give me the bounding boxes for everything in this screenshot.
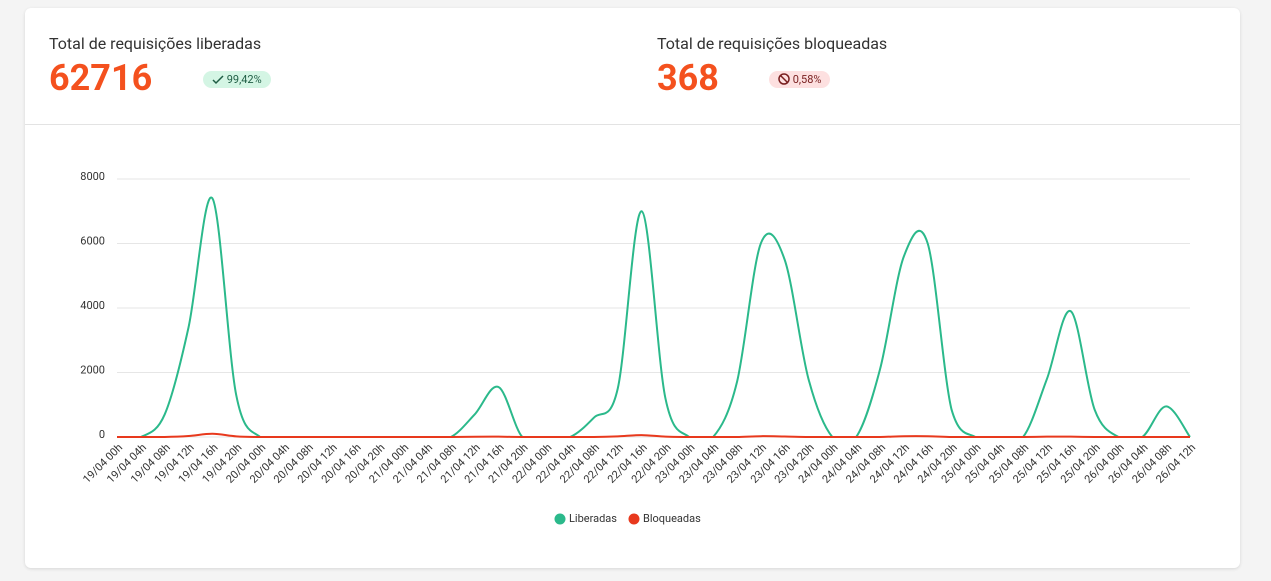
badge: 99,42%	[202, 71, 271, 89]
check-icon	[212, 75, 224, 85]
stat-blocked: Total de requisições bloqueadas 368 0,58…	[657, 34, 887, 99]
legend-marker	[628, 513, 640, 525]
line	[117, 196, 1191, 438]
y-tick-label: 6000	[80, 234, 105, 247]
y-tick-label: 2000	[80, 363, 105, 376]
badge-text: 99,42%	[226, 73, 262, 87]
badge: 0,58%	[768, 71, 831, 89]
legend-marker	[554, 513, 566, 525]
divider	[25, 124, 1240, 125]
stat-value: 62716	[49, 57, 153, 99]
y-tick-label: 4000	[80, 299, 105, 312]
stat-allowed: Total de requisições liberadas 62716 99,…	[49, 34, 271, 99]
badge-text: 0,58%	[792, 73, 822, 87]
y-tick-label: 8000	[80, 170, 105, 183]
legend-label: Bloqueadas	[643, 512, 701, 525]
stat-label: Total de requisições bloqueadas	[657, 34, 888, 53]
card: Total de requisições liberadas 62716 99,…	[25, 8, 1240, 568]
stat-value: 368	[657, 57, 719, 99]
y-tick-label: 0	[99, 428, 105, 441]
legend-label: Liberadas	[569, 512, 617, 525]
block-icon	[778, 73, 790, 86]
line	[117, 432, 1190, 438]
stat-label: Total de requisições liberadas	[49, 34, 262, 53]
